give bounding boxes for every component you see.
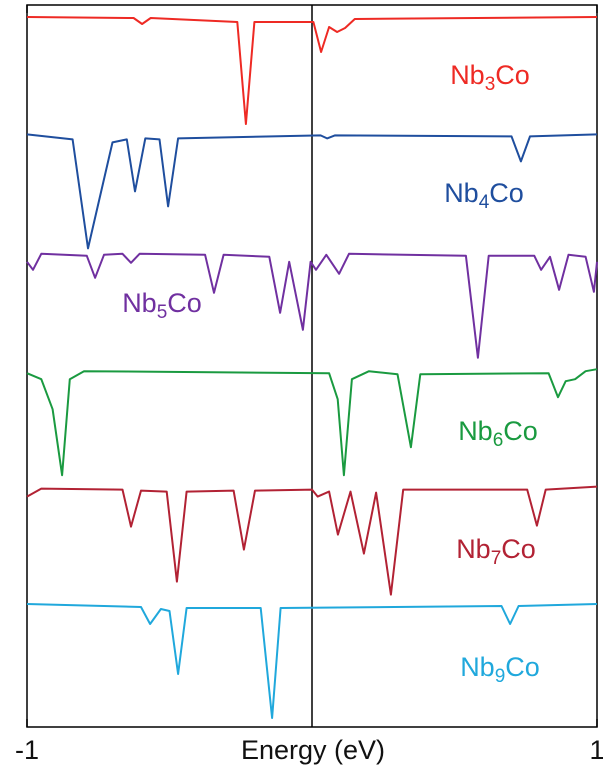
x-axis-label: Energy (eV) [241,735,385,765]
spectrum-line [26,603,598,719]
spectrum-line [26,485,598,596]
spectrum-line [26,252,598,359]
legend-label: Nb5Co [122,288,202,323]
legend-label: Nb7Co [456,534,536,569]
legend-label: Nb3Co [450,60,530,95]
spectrum-line [26,368,598,477]
x-tick-label: 1 [589,735,603,765]
spectrum-line [26,133,598,250]
x-tick-label: -1 [15,735,39,765]
spectrum-line [26,16,598,125]
legend-label: Nb4Co [444,178,524,213]
legend-label: Nb6Co [458,416,538,451]
legend-label: Nb9Co [460,652,540,687]
